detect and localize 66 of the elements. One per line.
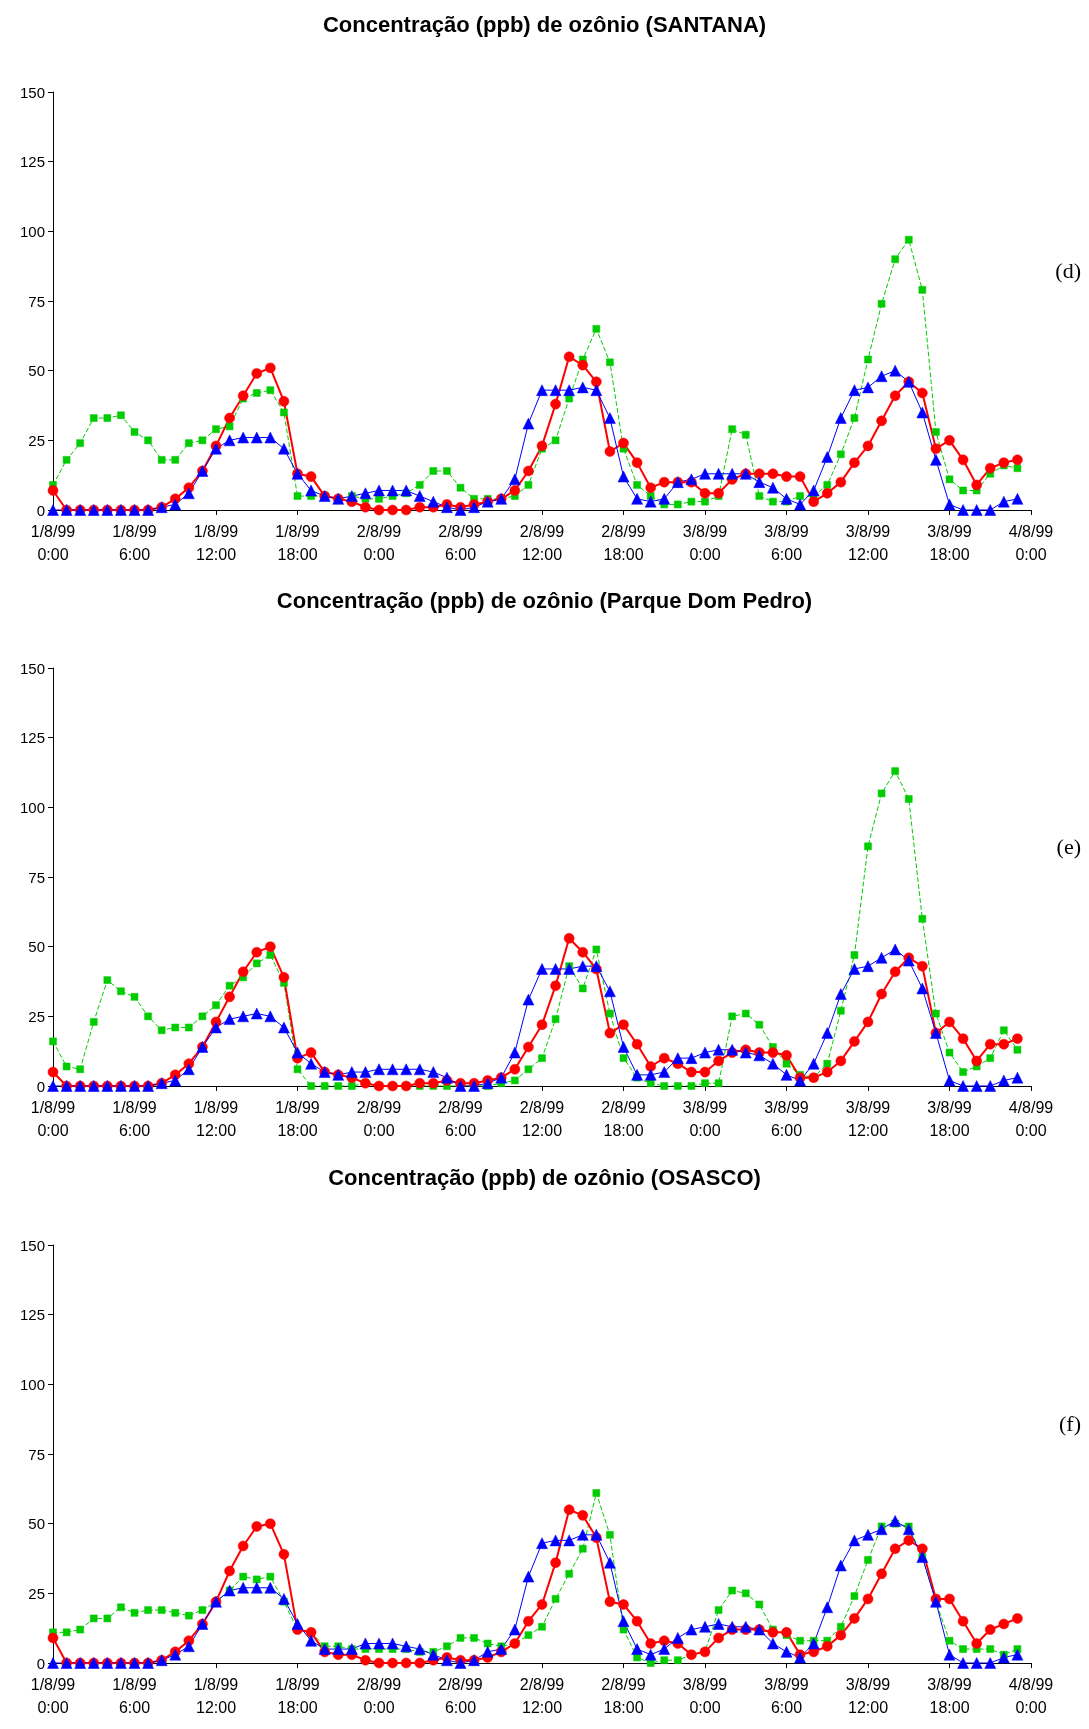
y-tick-label: 100 — [19, 1375, 45, 1393]
y-tick-label: 0 — [36, 1654, 45, 1672]
x-tick-label: 2/8/99 6:00 — [438, 1099, 483, 1140]
x-tick-label: 2/8/99 18:00 — [601, 1675, 646, 1716]
x-tick-label: 1/8/99 18:00 — [275, 1675, 320, 1716]
y-tick-label: 25 — [28, 1008, 45, 1026]
y-tick-label: 150 — [19, 83, 45, 101]
x-tick-label: 4/8/99 0:00 — [1008, 1099, 1054, 1140]
x-tick-label: 3/8/99 0:00 — [682, 523, 728, 563]
x-tick-label: 2/8/99 12:00 — [519, 523, 565, 563]
x-tick-label: 2/8/99 6:00 — [438, 1675, 483, 1716]
x-tick-label: 3/8/99 12:00 — [845, 1099, 891, 1140]
y-tick-label: 125 — [19, 153, 45, 171]
y-tick-label: 25 — [28, 1584, 45, 1602]
text: (f) — [1059, 1410, 1082, 1436]
y-tick-label: 50 — [28, 1514, 45, 1532]
x-tick-label: 1/8/99 6:00 — [112, 1099, 157, 1140]
y-tick-label: 75 — [28, 868, 45, 886]
x-tick-label: 1/8/99 6:00 — [112, 523, 157, 563]
x-tick-label: 3/8/99 12:00 — [845, 523, 891, 563]
x-tick-label: 2/8/99 6:00 — [438, 523, 483, 563]
x-tick-label: 3/8/99 18:00 — [927, 1675, 972, 1716]
x-tick-label: 2/8/99 12:00 — [519, 1099, 565, 1140]
x-tick-label: 1/8/99 6:00 — [112, 1675, 157, 1716]
x-tick-label: 3/8/99 18:00 — [927, 1099, 972, 1140]
x-tick-label: 2/8/99 18:00 — [601, 523, 646, 563]
y-tick-label: 100 — [19, 222, 45, 240]
y-tick-label: 75 — [28, 292, 45, 310]
x-tick-label: 2/8/99 0:00 — [356, 1099, 402, 1140]
x-tick-label: 1/8/99 0:00 — [30, 523, 76, 563]
chart-title: Concentração (ppb) de ozônio (SANTANA) — [322, 11, 767, 37]
x-tick-label: 1/8/99 0:00 — [30, 1099, 76, 1140]
y-tick-label: 50 — [28, 362, 45, 380]
y-tick-label: 100 — [19, 799, 45, 817]
x-tick-label: 3/8/99 0:00 — [682, 1099, 728, 1140]
y-tick-label: 25 — [28, 431, 45, 449]
y-tick-label: 50 — [28, 938, 45, 956]
x-tick-label: 3/8/99 6:00 — [764, 1675, 809, 1716]
x-tick-label: 1/8/99 0:00 — [30, 1675, 76, 1716]
y-tick-label: 0 — [36, 501, 45, 519]
x-tick-label: 2/8/99 18:00 — [601, 1099, 646, 1140]
y-tick-label: 150 — [19, 659, 45, 677]
y-tick-label: 0 — [36, 1077, 45, 1095]
y-tick-label: 75 — [28, 1445, 45, 1463]
x-tick-label: 3/8/99 12:00 — [845, 1675, 891, 1716]
text: (d) — [1055, 257, 1081, 283]
y-tick-label: 125 — [19, 1305, 45, 1323]
x-tick-label: 3/8/99 6:00 — [764, 1099, 809, 1140]
x-tick-label: 3/8/99 6:00 — [764, 523, 809, 563]
y-tick-label: 125 — [19, 729, 45, 747]
x-tick-label: 4/8/99 0:00 — [1008, 1675, 1054, 1716]
chart-title: Concentração (ppb) de ozônio (Parque Dom Pedro) — [276, 587, 813, 613]
x-tick-label: 1/8/99 12:00 — [193, 1675, 239, 1716]
x-tick-label: 3/8/99 18:00 — [927, 523, 972, 563]
x-tick-label: 1/8/99 18:00 — [275, 1099, 320, 1140]
x-tick-label: 1/8/99 12:00 — [193, 1099, 239, 1140]
y-tick-label: 150 — [19, 1236, 45, 1254]
chart-title: Concentração (ppb) de ozônio (OSASCO) — [328, 1164, 761, 1190]
x-tick-label: 4/8/99 0:00 — [1008, 523, 1054, 563]
x-tick-label: 2/8/99 0:00 — [356, 1675, 402, 1716]
x-tick-label: 1/8/99 12:00 — [193, 523, 239, 563]
x-tick-label: 3/8/99 0:00 — [682, 1675, 728, 1716]
x-tick-label: 1/8/99 18:00 — [275, 523, 320, 563]
x-tick-label: 2/8/99 0:00 — [356, 523, 402, 563]
x-tick-label: 2/8/99 12:00 — [519, 1675, 565, 1716]
text: (e) — [1056, 834, 1081, 860]
